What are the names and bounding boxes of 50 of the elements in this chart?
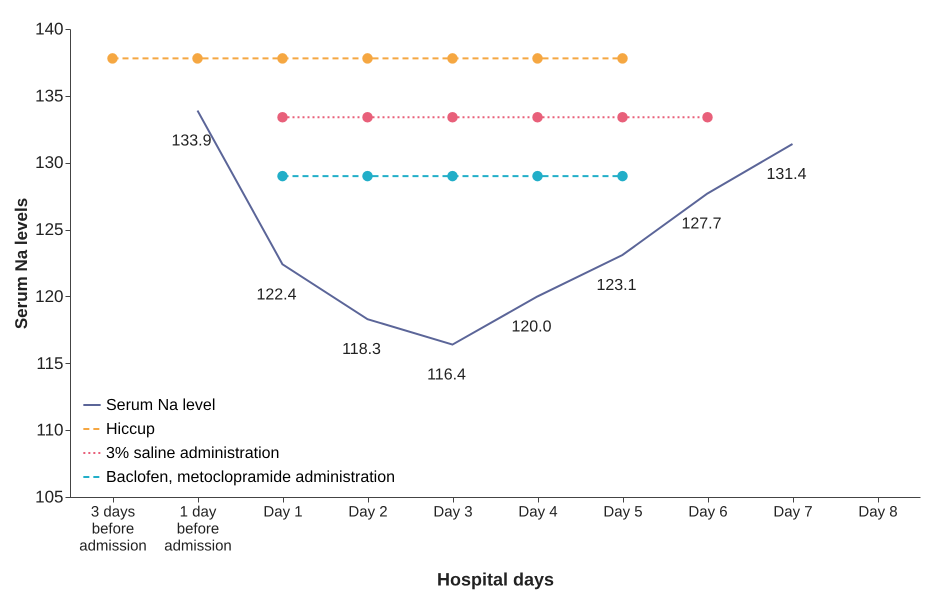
y-tick-label: 120 xyxy=(35,286,64,306)
point xyxy=(617,53,628,64)
x-tick-label: Day 2 xyxy=(348,504,388,520)
point xyxy=(532,170,543,182)
legend-label: Serum Na level xyxy=(106,397,216,414)
y-tick-label: 125 xyxy=(35,220,64,240)
y-axis-title: Serum Na levels xyxy=(12,198,32,330)
data-label: 116.4 xyxy=(427,366,466,384)
y-tick-label: 115 xyxy=(36,354,64,373)
x-tick-label: 3 days before admission xyxy=(79,504,147,554)
x-tick-label: Day 4 xyxy=(518,504,558,520)
data-label: 122.4 xyxy=(256,286,297,304)
point xyxy=(702,112,713,122)
y-tick-label: 140 xyxy=(35,20,64,38)
x-tick-label: Day 7 xyxy=(773,504,813,520)
data-label: 127.7 xyxy=(681,215,722,232)
point xyxy=(277,53,288,64)
y-tick-label: 110 xyxy=(36,420,64,440)
data-label: 120.0 xyxy=(511,318,552,336)
point xyxy=(617,112,628,122)
point xyxy=(447,53,458,64)
point xyxy=(447,170,458,182)
point xyxy=(277,170,288,182)
legend-label: Hiccup xyxy=(106,421,156,438)
y-tick-label: 135 xyxy=(35,86,64,106)
y-tick-label: 105 xyxy=(35,488,64,506)
point xyxy=(362,53,373,64)
data-label: 131.4 xyxy=(766,166,807,183)
x-tick-label: Day 6 xyxy=(688,504,728,520)
legend-label: 3% saline administration xyxy=(106,445,280,462)
point xyxy=(447,112,458,122)
point xyxy=(107,53,118,64)
y-tick-label: 130 xyxy=(35,153,64,172)
legend-label: Baclofen, metoclopramide administration xyxy=(106,469,396,486)
point xyxy=(362,170,373,182)
x-axis-title: Hospital days xyxy=(436,570,554,590)
data-label: 118.3 xyxy=(342,341,382,358)
point xyxy=(532,112,543,122)
point xyxy=(192,53,203,64)
point xyxy=(362,112,373,122)
x-tick-label: 1 day before admission xyxy=(164,504,232,554)
x-tick-label: Day 1 xyxy=(263,504,303,520)
x-tick-label: Day 3 xyxy=(433,504,473,520)
point xyxy=(532,53,543,64)
data-label: 133.9 xyxy=(171,132,212,150)
x-tick-label: Day 8 xyxy=(858,504,898,520)
point xyxy=(277,112,288,122)
data-label: 123.1 xyxy=(596,276,637,294)
point xyxy=(617,170,628,182)
x-tick-label: Day 5 xyxy=(603,504,643,520)
